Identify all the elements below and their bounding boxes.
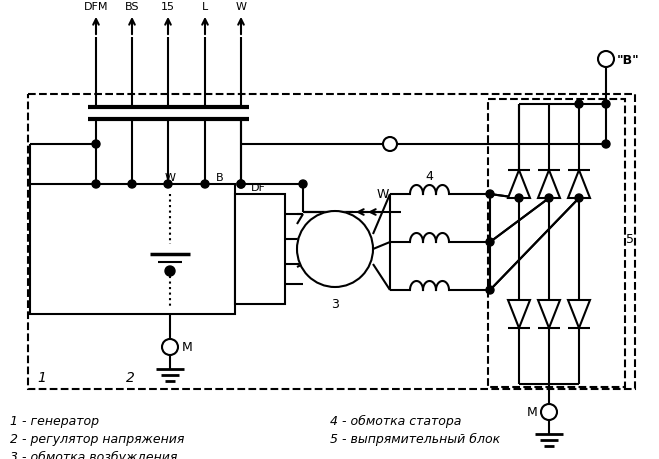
Bar <box>28 95 635 389</box>
Polygon shape <box>568 300 590 328</box>
Text: 1 - генератор: 1 - генератор <box>10 414 99 427</box>
Circle shape <box>541 404 557 420</box>
Circle shape <box>92 180 100 189</box>
Circle shape <box>598 52 614 68</box>
Polygon shape <box>538 171 560 199</box>
Polygon shape <box>538 300 560 328</box>
Polygon shape <box>568 171 590 199</box>
Circle shape <box>383 138 397 151</box>
Text: M: M <box>182 341 192 354</box>
Text: 1: 1 <box>38 370 46 384</box>
Text: 4 - обмотка статора: 4 - обмотка статора <box>330 414 461 427</box>
Text: B: B <box>216 173 224 183</box>
Text: 3 - обмотка возбуждения: 3 - обмотка возбуждения <box>10 450 177 459</box>
Text: 5 - выпрямительный блок: 5 - выпрямительный блок <box>330 432 500 445</box>
Circle shape <box>237 180 245 189</box>
Text: DF: DF <box>250 183 266 193</box>
Text: "B": "B" <box>617 53 640 67</box>
Text: 2 - регулятор напряжения: 2 - регулятор напряжения <box>10 432 185 445</box>
Circle shape <box>575 101 583 109</box>
Circle shape <box>165 266 175 276</box>
Text: L: L <box>202 2 208 12</box>
Text: W: W <box>235 2 246 12</box>
Circle shape <box>297 212 373 287</box>
Circle shape <box>299 180 307 189</box>
Text: 5: 5 <box>626 233 634 246</box>
Circle shape <box>515 195 523 202</box>
Circle shape <box>128 180 136 189</box>
Text: BS: BS <box>125 2 139 12</box>
Bar <box>30 185 235 314</box>
Polygon shape <box>508 300 530 328</box>
Text: W: W <box>377 188 389 201</box>
Bar <box>488 100 625 387</box>
Circle shape <box>164 180 172 189</box>
Text: 3: 3 <box>331 297 339 310</box>
Circle shape <box>92 141 100 149</box>
Bar <box>235 195 285 304</box>
Circle shape <box>602 141 610 149</box>
Text: DFM: DFM <box>84 2 108 12</box>
Polygon shape <box>508 171 530 199</box>
Circle shape <box>602 101 610 109</box>
Circle shape <box>201 180 209 189</box>
Circle shape <box>486 286 494 294</box>
Text: W: W <box>165 173 175 183</box>
Circle shape <box>486 239 494 246</box>
Circle shape <box>545 195 553 202</box>
Text: 2: 2 <box>126 370 134 384</box>
Circle shape <box>162 339 178 355</box>
Circle shape <box>575 195 583 202</box>
Circle shape <box>237 180 245 189</box>
Circle shape <box>486 190 494 199</box>
Text: M: M <box>527 406 537 419</box>
Text: 4: 4 <box>425 170 433 183</box>
Text: 15: 15 <box>161 2 175 12</box>
